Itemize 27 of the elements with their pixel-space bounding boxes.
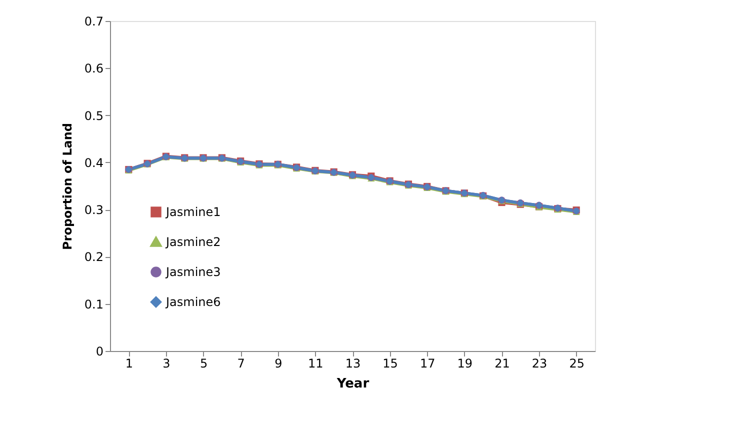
- legend-label: Jasmine3: [165, 265, 221, 279]
- y-tick-label: 0.3: [84, 203, 104, 218]
- y-tick-label: 0.7: [84, 14, 104, 28]
- x-tick-label: 23: [532, 356, 548, 370]
- y-tick-label: 0.6: [84, 62, 104, 76]
- x-tick-label: 11: [308, 356, 324, 370]
- x-tick-label: 7: [237, 356, 245, 370]
- x-tick-label: 25: [569, 356, 584, 370]
- x-axis-title: Year: [336, 376, 370, 392]
- y-tick-label: 0.1: [84, 297, 104, 312]
- y-tick-label: 0.4: [84, 156, 104, 170]
- x-tick-label: 5: [200, 356, 208, 370]
- x-tick-label: 15: [382, 356, 398, 370]
- x-tick-label: 1: [125, 356, 133, 370]
- x-tick-label: 13: [345, 356, 361, 370]
- x-tick-label: 17: [420, 356, 436, 370]
- x-tick-label: 19: [457, 356, 473, 370]
- x-tick-label: 9: [274, 356, 282, 370]
- legend-label: Jasmine6: [165, 295, 221, 309]
- x-tick-label: 3: [162, 356, 170, 370]
- x-tick-label: 21: [494, 356, 510, 370]
- y-tick-label: 0.2: [84, 250, 104, 264]
- y-tick-label: 0.5: [84, 108, 104, 123]
- y-axis-title: Proportion of Land: [60, 122, 74, 250]
- legend-label: Jasmine2: [165, 235, 221, 249]
- y-tick-label: 0: [96, 344, 104, 358]
- legend-label: Jasmine1: [165, 205, 221, 219]
